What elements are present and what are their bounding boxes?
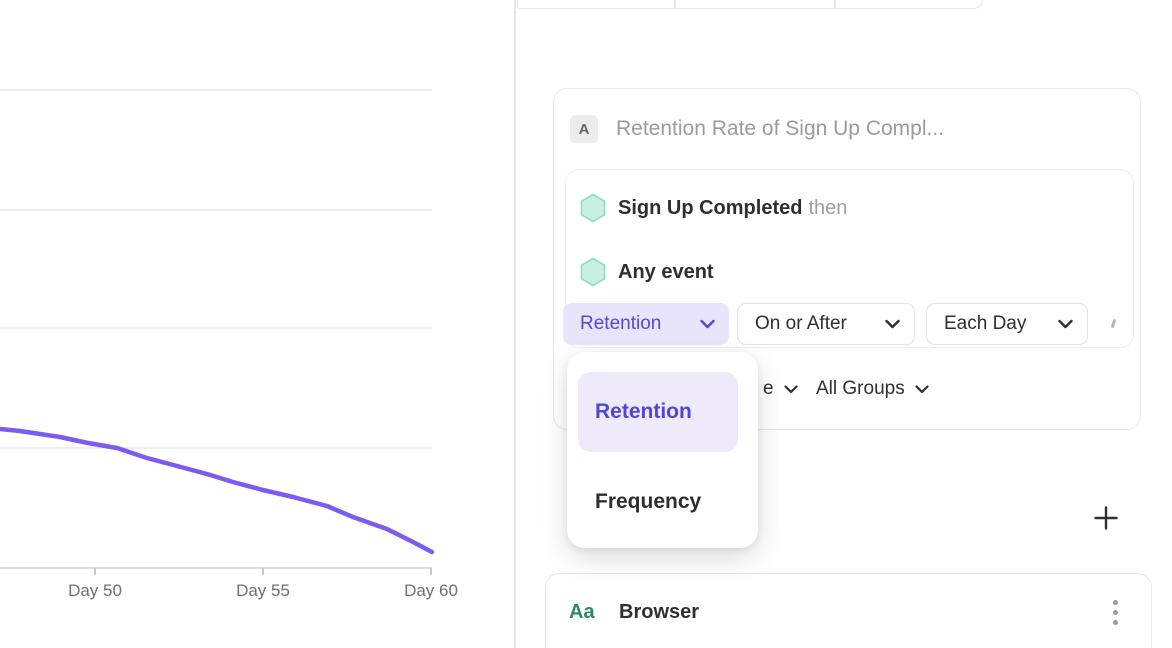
kebab-menu-icon <box>1112 619 1118 625</box>
clipped-dropdown-label: e <box>763 378 774 399</box>
group-by-label: All Groups <box>816 378 905 399</box>
event-name[interactable]: Sign Up Completed <box>618 196 803 219</box>
series-badge: A <box>570 115 598 143</box>
measure-type-dropdown[interactable]: Retention <box>563 303 729 345</box>
chevron-down-icon <box>1058 319 1073 329</box>
timing-label: On or After <box>755 313 847 334</box>
measure-type-label: Retention <box>580 313 662 334</box>
event-step-row[interactable]: Any event <box>580 256 720 288</box>
event-step-row[interactable]: Sign Up Completed then <box>580 192 847 224</box>
retention-line-series[interactable] <box>0 426 435 555</box>
retention-chart <box>0 89 435 575</box>
hexagon-icon <box>580 257 606 287</box>
chevron-down-icon <box>885 319 900 329</box>
tab-strip-divider <box>674 0 676 8</box>
secondary-controls-row: e All Groups <box>554 378 1140 406</box>
event-name[interactable]: Any event <box>618 260 714 283</box>
plus-icon <box>1094 506 1118 530</box>
kebab-menu-icon <box>1112 599 1118 605</box>
x-axis-label: Day 55 <box>236 581 290 600</box>
chevron-down-icon <box>783 384 798 393</box>
menu-item-retention[interactable]: Retention <box>578 372 738 452</box>
hexagon-icon <box>580 193 606 223</box>
property-name[interactable]: Browser <box>619 601 700 623</box>
x-axis-label: Day 60 <box>404 581 458 600</box>
chevron-down-icon <box>700 319 715 329</box>
group-by-dropdown[interactable]: All Groups <box>816 378 929 400</box>
interval-label: Each Day <box>944 313 1027 334</box>
add-segment-button[interactable] <box>1092 504 1120 532</box>
event-suffix: then <box>808 196 848 219</box>
timing-dropdown[interactable]: On or After <box>737 303 915 345</box>
clipped-tab-strip[interactable] <box>517 0 983 9</box>
panel-divider <box>514 0 516 648</box>
kebab-menu-icon <box>1112 609 1118 615</box>
interval-dropdown[interactable]: Each Day <box>926 303 1088 345</box>
menu-item-frequency[interactable]: Frequency <box>595 490 702 513</box>
string-property-icon: Aa <box>569 601 595 623</box>
chevron-down-icon <box>915 384 929 393</box>
query-title-placeholder[interactable]: Retention Rate of Sign Up Compl... <box>616 117 945 140</box>
clipped-dropdown[interactable]: e <box>763 378 798 400</box>
group-by-property-card: Aa Browser <box>545 573 1152 648</box>
tab-strip-divider <box>834 0 836 8</box>
property-more-button[interactable] <box>1103 592 1127 632</box>
measure-type-menu: Retention Frequency <box>567 352 758 548</box>
x-axis-label: Day 50 <box>68 581 122 600</box>
